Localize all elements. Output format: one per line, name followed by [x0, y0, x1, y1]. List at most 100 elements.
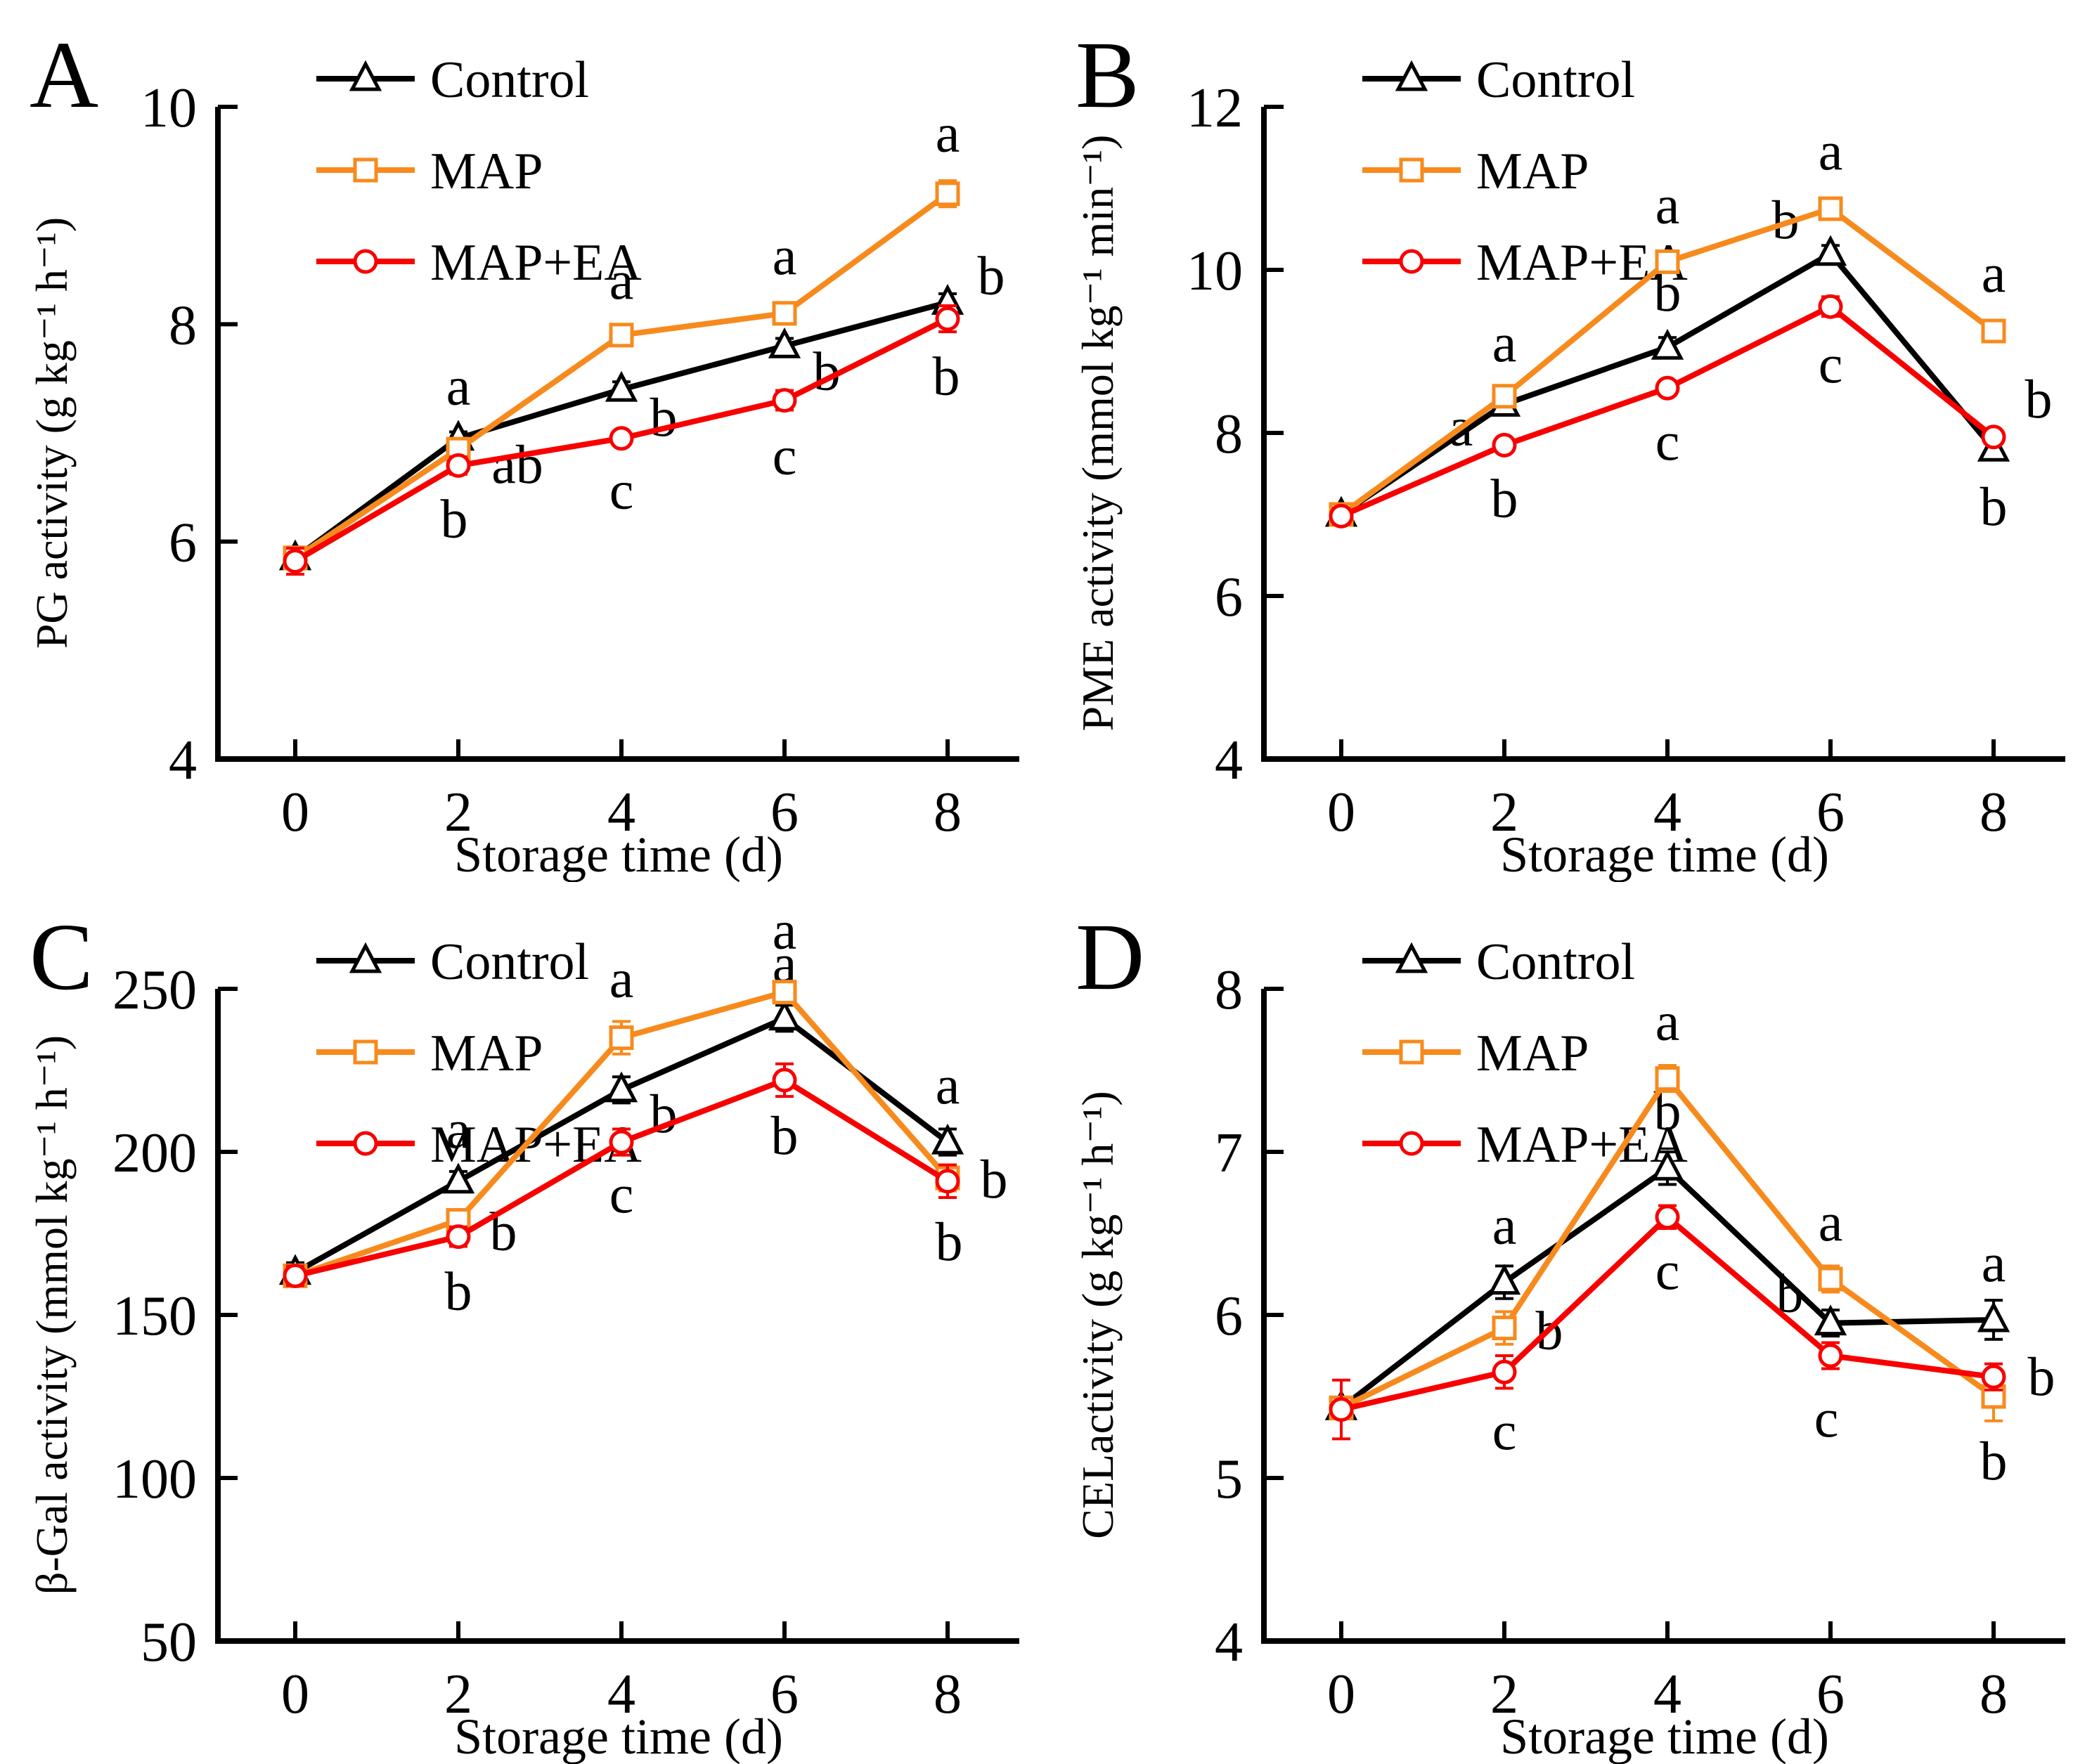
- panel-d-y-axis-title: CELactivity (g kg⁻¹ h⁻¹): [1073, 1091, 1123, 1538]
- legend-label: MAP+EA: [430, 234, 642, 292]
- data-point-square: [1818, 1266, 1843, 1292]
- sig-letter: a: [773, 225, 797, 286]
- panel-a-x-axis-title: Storage time (d): [454, 826, 783, 882]
- panel-b-label: B: [1076, 22, 1139, 128]
- legend-triangle-marker: [1395, 60, 1428, 91]
- legend-circle-marker: [353, 1131, 378, 1156]
- legend-label: MAP: [430, 143, 543, 200]
- data-point-square: [935, 181, 960, 207]
- data-point-circle: [283, 1263, 308, 1288]
- sig-letter: a: [1982, 1232, 2006, 1293]
- data-point-square: [772, 301, 797, 326]
- data-point-square: [609, 1025, 634, 1051]
- x-tick-label: 6: [1816, 782, 1845, 843]
- panel-d-label: D: [1076, 904, 1144, 1010]
- legend-triangle-marker: [349, 942, 382, 973]
- data-point-triangle: [931, 1123, 964, 1155]
- legend-circle-marker: [1399, 249, 1424, 274]
- data-point-circle: [1818, 1343, 1843, 1368]
- panel-c: C 50 100 150 200 250 0 2 4 6 8 β-Gal activity (mmol…: [0, 882, 1046, 1764]
- y-tick-label: 250: [112, 959, 197, 1021]
- data-point-triangle: [1977, 1301, 2010, 1332]
- x-tick-label: 4: [1653, 1664, 1681, 1725]
- y-tick-label: 6: [1215, 1285, 1243, 1347]
- sig-letter: b: [650, 387, 678, 448]
- data-point-triangle: [605, 1071, 638, 1103]
- sig-letter: a: [446, 1098, 471, 1160]
- legend-triangle-marker: [1395, 942, 1428, 973]
- data-point-square: [1818, 196, 1843, 221]
- panel-c-x-axis-title: Storage time (d): [454, 1708, 783, 1764]
- legend-label: MAP+EA: [1476, 234, 1688, 292]
- sig-letter: b: [2025, 368, 2053, 429]
- x-tick-label: 8: [934, 782, 962, 843]
- panel-b-y-axis-title: PME activity (mmol kg⁻¹ min⁻¹): [1073, 135, 1123, 732]
- sig-letter: b: [933, 346, 960, 407]
- sig-letter: c: [609, 460, 634, 521]
- data-point-circle: [1818, 294, 1843, 319]
- x-tick-label: 6: [770, 1664, 799, 1725]
- x-tick-label: 0: [281, 782, 309, 843]
- legend-circle-marker: [1399, 1131, 1424, 1156]
- data-point-triangle: [1487, 1264, 1521, 1295]
- data-point-circle: [1655, 375, 1680, 401]
- legend-label: MAP+EA: [430, 1116, 642, 1174]
- y-tick-label: 150: [112, 1285, 197, 1347]
- data-point-triangle: [1814, 1304, 1847, 1336]
- data-point-circle: [609, 1129, 634, 1155]
- data-point-circle: [1329, 503, 1354, 528]
- y-tick-label: 4: [1215, 1611, 1243, 1673]
- data-point-square: [1492, 1316, 1517, 1341]
- sig-letter: a: [609, 249, 634, 311]
- data-point-square: [772, 980, 797, 1005]
- y-tick-label: 8: [169, 294, 197, 356]
- legend-label: MAP: [430, 1025, 543, 1082]
- y-tick-label: 50: [141, 1611, 197, 1673]
- sig-letter: b: [2028, 1346, 2055, 1407]
- y-tick-label: 5: [1215, 1448, 1243, 1510]
- y-tick-label: 6: [1215, 566, 1243, 628]
- legend-label: Control: [1476, 933, 1635, 991]
- y-tick-label: 8: [1215, 403, 1243, 465]
- panel-a-label: A: [30, 22, 98, 128]
- y-tick-label: 4: [169, 729, 197, 791]
- data-point-triangle: [605, 370, 638, 402]
- sig-letter: a: [609, 948, 634, 1009]
- sig-letter: c: [1492, 1400, 1517, 1461]
- sig-letter: a: [936, 103, 960, 164]
- sig-letter: a: [1819, 120, 1843, 181]
- sig-letter: b: [936, 1211, 963, 1272]
- data-point-circle: [935, 1169, 960, 1194]
- x-tick-label: 2: [1490, 1664, 1518, 1725]
- x-tick-label: 4: [607, 1664, 635, 1725]
- x-tick-label: 0: [1327, 782, 1355, 843]
- sig-letter: b: [813, 340, 841, 401]
- data-point-square: [1492, 384, 1517, 409]
- data-point-circle: [283, 549, 308, 574]
- data-point-circle: [1492, 1359, 1517, 1384]
- legend-label: MAP+EA: [1476, 1116, 1688, 1174]
- data-point-circle: [772, 1068, 797, 1093]
- data-point-circle: [446, 1224, 471, 1250]
- y-tick-label: 100: [112, 1448, 197, 1510]
- data-point-circle: [935, 306, 960, 332]
- y-tick-label: 200: [112, 1122, 197, 1184]
- x-tick-label: 0: [1327, 1664, 1355, 1725]
- y-tick-label: 7: [1215, 1122, 1243, 1184]
- sig-letter: b: [1980, 1430, 2008, 1491]
- panel-d-x-axis-title: Storage time (d): [1500, 1708, 1829, 1764]
- data-point-circle: [609, 426, 634, 451]
- data-point-circle: [1981, 424, 2006, 450]
- sig-letter: c: [1819, 333, 1843, 394]
- data-point-circle: [772, 388, 797, 413]
- data-point-square: [1981, 318, 2006, 344]
- data-point-triangle: [1651, 328, 1684, 360]
- y-tick-label: 8: [1215, 959, 1243, 1021]
- data-point-triangle: [1651, 1149, 1684, 1181]
- x-tick-label: 6: [1816, 1664, 1845, 1725]
- x-tick-label: 8: [934, 1664, 962, 1725]
- x-tick-label: 2: [444, 1664, 472, 1725]
- y-tick-label: 6: [169, 512, 197, 574]
- x-tick-label: 8: [1980, 782, 2008, 843]
